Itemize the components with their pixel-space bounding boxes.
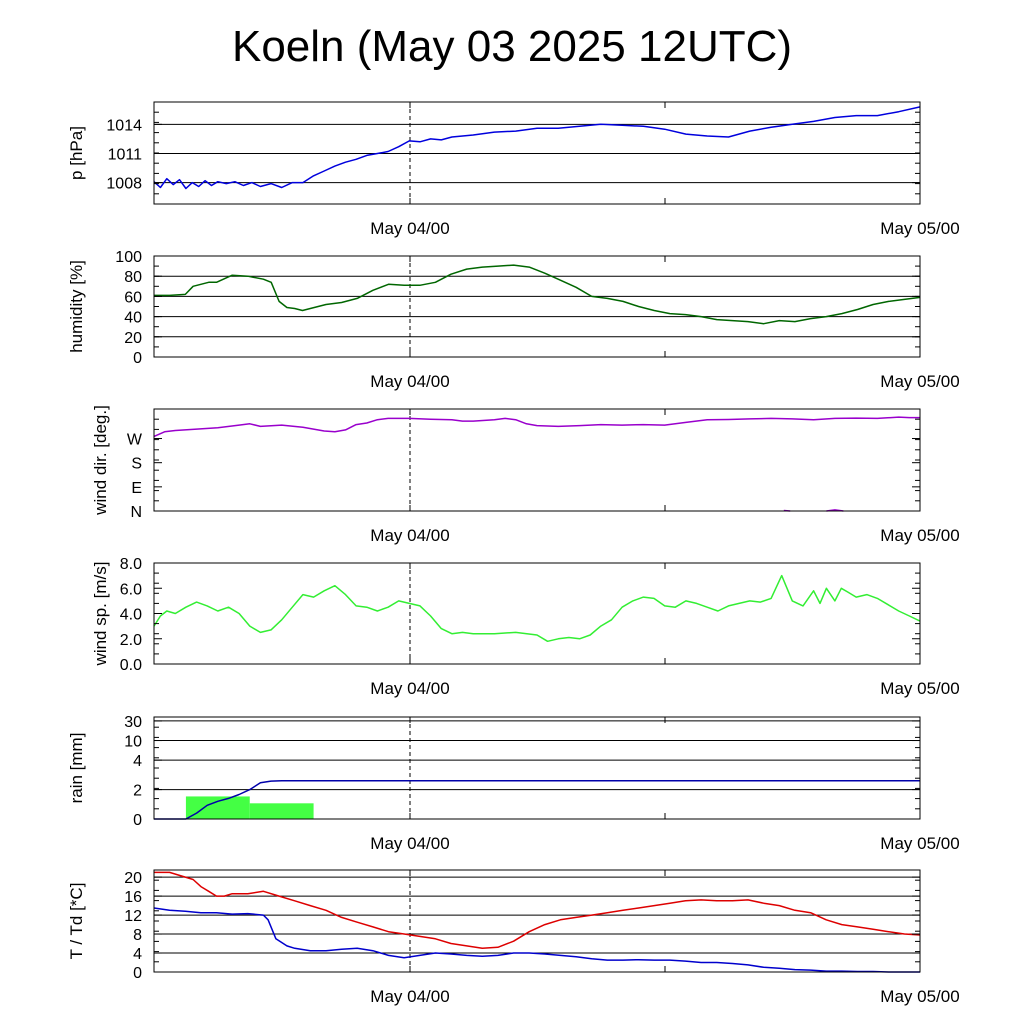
- plot-frame: [153, 255, 921, 358]
- y-tick-label: 0: [133, 812, 142, 829]
- y-tick-label: 2.0: [120, 632, 142, 649]
- y-tick-label: 6.0: [120, 581, 142, 598]
- y-axis-label: wind dir. [deg.]: [91, 405, 110, 516]
- y-tick-label: 4.0: [120, 607, 142, 624]
- series-line-0: [154, 264, 921, 325]
- y-tick-label: 1008: [106, 176, 142, 193]
- y-tick-label: 0.0: [120, 657, 142, 674]
- y-tick-label: 10: [124, 734, 142, 751]
- y-tick-label: 1014: [106, 117, 142, 134]
- chart-title: Koeln (May 03 2025 12UTC): [231, 22, 793, 71]
- series-line-0: [153, 574, 921, 643]
- y-tick-label: 16: [124, 889, 142, 906]
- series-line-0: [153, 106, 921, 190]
- y-tick-label: 4: [133, 753, 142, 770]
- y-tick-label: 30: [124, 714, 142, 731]
- x-tick-label: May 04/00: [370, 987, 449, 1006]
- y-tick-label: N: [130, 504, 142, 521]
- y-tick-label: 80: [124, 269, 142, 286]
- y-tick-label: 2: [133, 783, 142, 800]
- y-axis-label: p [hPa]: [67, 126, 86, 180]
- y-tick-label: 100: [115, 249, 142, 266]
- x-tick-label: May 04/00: [370, 834, 449, 853]
- y-axis-label: humidity [%]: [67, 260, 86, 353]
- series-line-0: [154, 780, 920, 820]
- y-tick-label: W: [127, 432, 143, 449]
- plot-frame: [153, 562, 921, 665]
- y-tick-label: E: [131, 480, 142, 497]
- y-axis-label: T / Td [*C]: [67, 883, 86, 960]
- y-tick-label: 20: [124, 330, 142, 347]
- y-tick-label: 4: [133, 946, 142, 963]
- y-tick-label: 8.0: [120, 556, 142, 573]
- series-line-0: [154, 871, 921, 950]
- x-tick-label: May 05/00: [880, 219, 959, 238]
- series-line-0: [153, 416, 920, 438]
- y-tick-label: S: [131, 456, 142, 473]
- x-tick-label: May 04/00: [370, 526, 449, 545]
- y-axis-label: rain [mm]: [67, 733, 86, 804]
- series-line-1: [153, 907, 920, 973]
- y-tick-label: 1011: [108, 146, 143, 163]
- y-tick-label: 0: [133, 350, 142, 367]
- y-tick-label: 0: [133, 965, 142, 982]
- y-tick-label: 8: [133, 927, 142, 944]
- x-tick-label: May 05/00: [880, 679, 959, 698]
- x-tick-label: May 05/00: [880, 526, 959, 545]
- rain-bar: [249, 803, 314, 819]
- y-axis-label: wind sp. [m/s]: [91, 562, 110, 667]
- x-tick-label: May 04/00: [370, 372, 449, 391]
- x-tick-label: May 05/00: [880, 987, 959, 1006]
- y-tick-label: 12: [124, 908, 142, 925]
- rain-bar: [185, 796, 250, 819]
- x-tick-label: May 04/00: [370, 679, 449, 698]
- y-tick-label: 40: [124, 310, 142, 327]
- x-tick-label: May 05/00: [880, 372, 959, 391]
- y-tick-label: 20: [124, 870, 142, 887]
- x-tick-label: May 05/00: [880, 834, 959, 853]
- plot-frame: [153, 408, 921, 512]
- y-tick-label: 60: [124, 289, 142, 306]
- x-tick-label: May 04/00: [370, 219, 449, 238]
